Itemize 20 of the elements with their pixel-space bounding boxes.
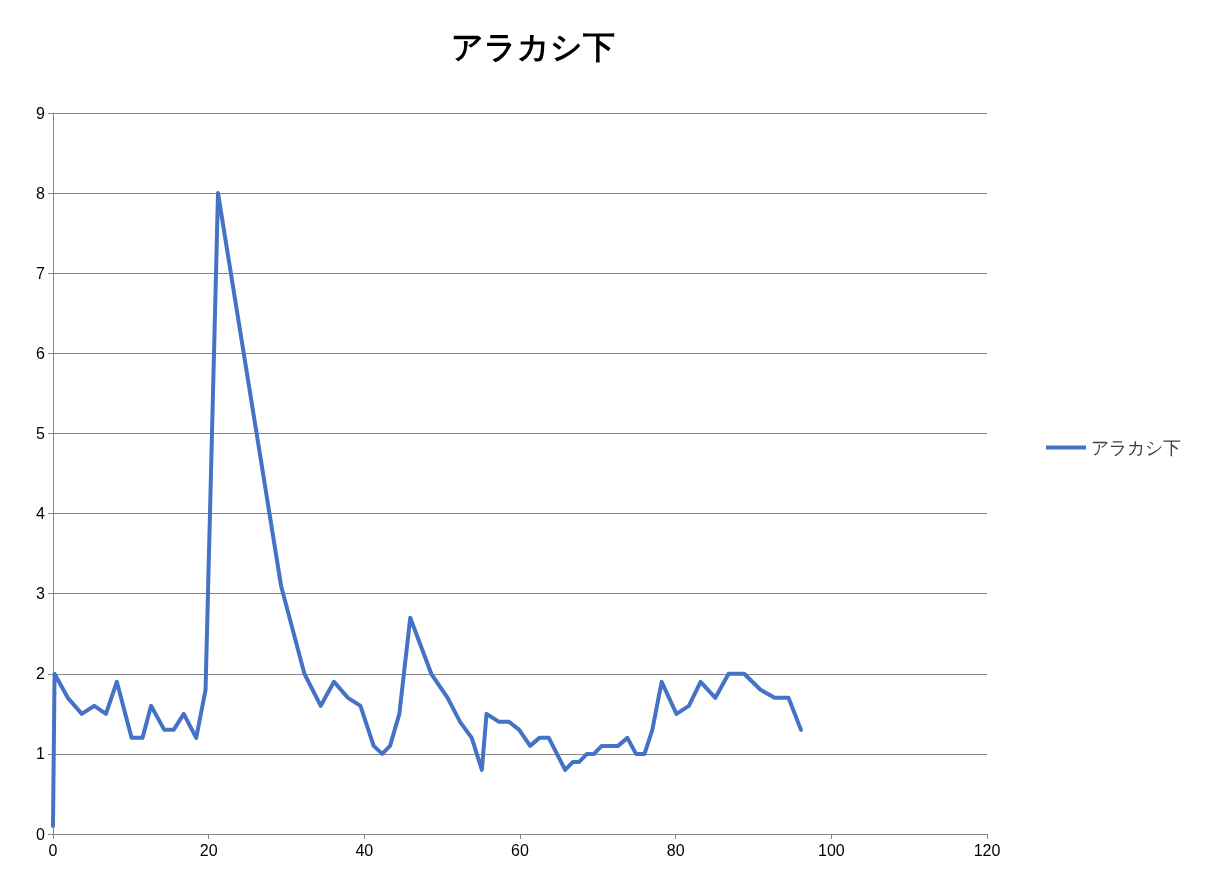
chart-title: アラカシ下	[451, 29, 615, 65]
y-tick-label: 7	[36, 264, 46, 282]
y-tick-label: 8	[36, 184, 46, 202]
x-tick-label: 40	[355, 841, 374, 859]
line-series	[51, 191, 803, 828]
y-tick-label: 0	[36, 825, 46, 843]
x-tick-label: 60	[511, 841, 529, 859]
x-tick-label: 20	[199, 841, 218, 859]
x-tick-label: 120	[973, 841, 1001, 859]
x-tick-label: 0	[48, 841, 58, 859]
y-tick-label: 3	[36, 585, 46, 603]
y-tick-label: 4	[36, 505, 46, 523]
y-tick-label: 6	[36, 344, 46, 362]
y-tick-label: 5	[36, 424, 46, 442]
y-tick-label: 2	[36, 665, 46, 683]
legend-label: アラカシ下	[1091, 437, 1181, 458]
x-tick-label: 100	[817, 841, 845, 859]
x-tick-label: 80	[666, 841, 685, 859]
y-tick-label: 1	[36, 745, 46, 763]
y-tick-label: 9	[36, 104, 46, 122]
